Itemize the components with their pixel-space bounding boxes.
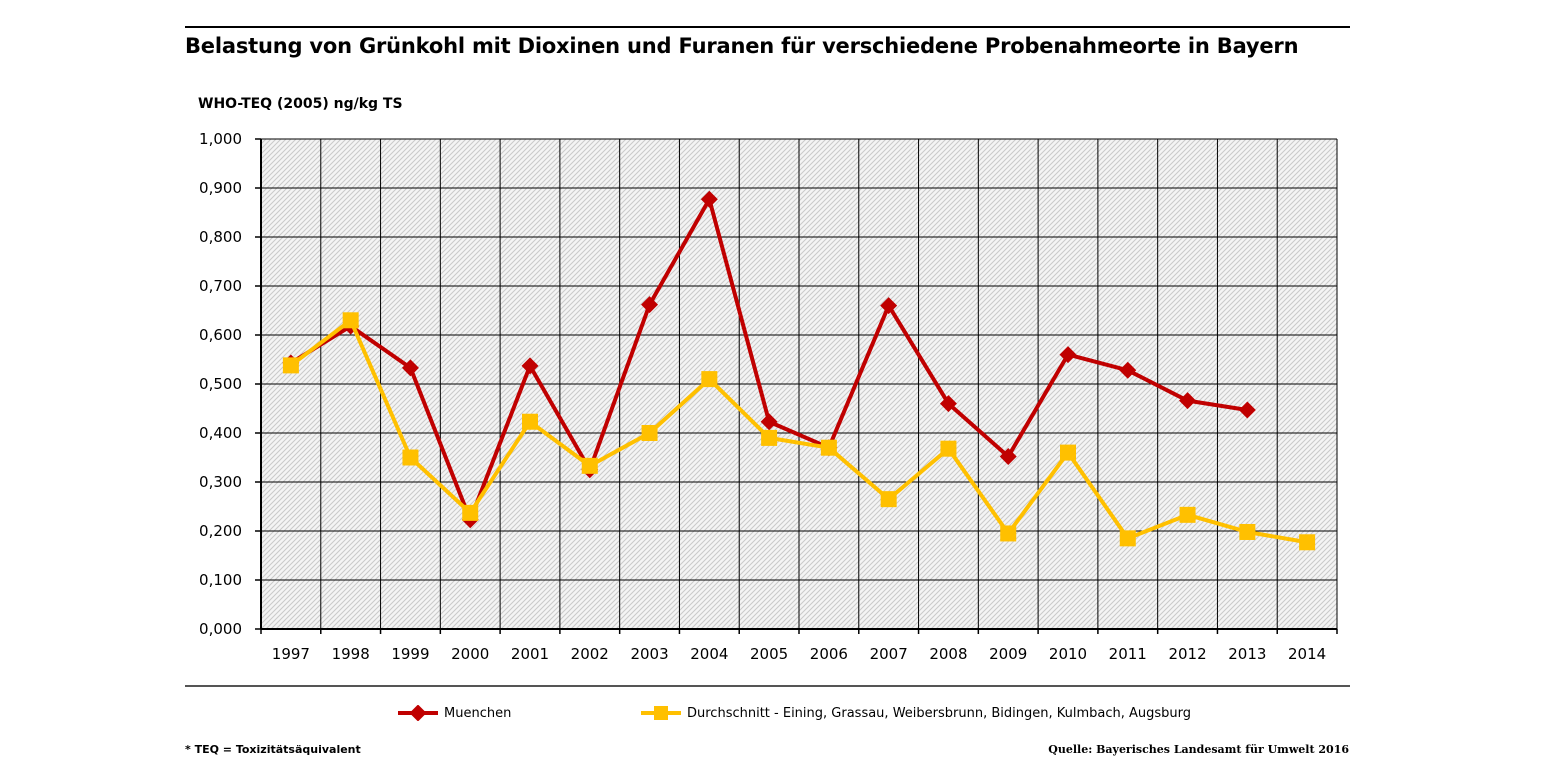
x-tick-label: 2009 bbox=[989, 645, 1027, 663]
y-tick-label: 1,000 bbox=[199, 130, 242, 148]
line-chart: 0,000 0,100 0,200 0,300 0,400 0,500 0,600 0,700… bbox=[199, 130, 1338, 663]
data-point-durchschnitt bbox=[820, 439, 837, 456]
data-point-durchschnitt bbox=[462, 504, 479, 521]
source-note: Quelle: Bayerisches Landesamt für Umwelt… bbox=[1048, 743, 1349, 756]
data-point-muenchen bbox=[999, 448, 1017, 466]
x-tick-label: 2007 bbox=[870, 645, 908, 663]
data-point-durchschnitt bbox=[761, 429, 778, 446]
data-point-durchschnitt bbox=[522, 413, 538, 430]
legend-swatch-muenchen bbox=[398, 705, 438, 721]
legend-label-durchschnitt: Durchschnitt - Eining, Grassau, Weibersb… bbox=[687, 705, 1192, 721]
x-tick-labels: 1997 1998 1999 2000 2001 2002 2003 2004 2005 2006… bbox=[272, 645, 1326, 663]
x-tick-label: 2000 bbox=[451, 645, 489, 663]
y-tick-label: 0,900 bbox=[199, 179, 242, 197]
x-tick-label: 2002 bbox=[571, 645, 609, 663]
data-point-durchschnitt bbox=[282, 357, 299, 374]
data-point-muenchen bbox=[700, 190, 718, 208]
data-point-durchschnitt bbox=[641, 425, 658, 441]
data-point-durchschnitt bbox=[1179, 506, 1196, 523]
y-tick-label: 0,500 bbox=[199, 375, 242, 393]
legend-swatch-durchschnitt bbox=[641, 706, 681, 720]
data-point-durchschnitt bbox=[880, 491, 897, 508]
x-tick-label: 2014 bbox=[1288, 645, 1326, 663]
x-tick-label: 2003 bbox=[630, 645, 668, 663]
data-point-durchschnitt bbox=[1060, 444, 1076, 461]
grid-lines bbox=[255, 138, 1338, 634]
data-point-muenchen bbox=[939, 395, 957, 413]
series-line-1 bbox=[289, 318, 1308, 545]
x-tick-label: 1997 bbox=[272, 645, 310, 663]
data-point-muenchen bbox=[641, 296, 659, 314]
legend-item-muenchen: Muenchen bbox=[398, 703, 511, 723]
data-point-muenchen bbox=[521, 357, 539, 375]
data-point-durchschnitt bbox=[701, 371, 718, 388]
data-point-muenchen bbox=[401, 359, 419, 377]
footnote: * TEQ = Toxizitätsäquivalent bbox=[185, 743, 361, 756]
x-tick-label: 2006 bbox=[810, 645, 848, 663]
data-point-durchschnitt bbox=[1299, 534, 1316, 551]
y-tick-labels: 0,000 0,100 0,200 0,300 0,400 0,500 0,600 0,700… bbox=[199, 130, 242, 638]
y-tick-label: 0,600 bbox=[199, 326, 242, 344]
data-point-durchschnitt bbox=[1119, 530, 1136, 547]
y-tick-label: 0,200 bbox=[199, 522, 242, 540]
y-tick-label: 0,000 bbox=[199, 620, 242, 638]
data-point-durchschnitt bbox=[1000, 525, 1017, 542]
series-group bbox=[282, 190, 1316, 551]
x-tick-label: 1998 bbox=[332, 645, 370, 663]
legend-label-muenchen: Muenchen bbox=[444, 705, 512, 721]
top-rule bbox=[185, 26, 1350, 28]
x-tick-label: 2011 bbox=[1109, 645, 1147, 663]
x-tick-label: 2012 bbox=[1168, 645, 1206, 663]
y-tick-label: 0,400 bbox=[199, 424, 242, 442]
legend-item-durchschnitt: Durchschnitt - Eining, Grassau, Weibersb… bbox=[641, 703, 1191, 723]
x-tick-label: 2010 bbox=[1049, 645, 1087, 663]
chart-title: Belastung von Grünkohl mit Dioxinen und … bbox=[185, 34, 1299, 58]
y-tick-label: 0,800 bbox=[199, 228, 242, 246]
x-tick-label: 2008 bbox=[929, 645, 967, 663]
y-tick-label: 0,700 bbox=[199, 277, 242, 295]
data-point-durchschnitt bbox=[581, 457, 598, 474]
y-axis-label: WHO-TEQ (2005) ng/kg TS bbox=[198, 96, 403, 112]
data-point-muenchen bbox=[760, 413, 778, 431]
data-point-durchschnitt bbox=[940, 440, 957, 457]
data-point-muenchen bbox=[880, 297, 898, 315]
y-tick-label: 0,100 bbox=[199, 571, 242, 589]
x-tick-label: 2004 bbox=[690, 645, 728, 663]
x-tick-label: 2013 bbox=[1228, 645, 1266, 663]
x-tick-label: 2001 bbox=[511, 645, 549, 663]
x-tick-label: 1999 bbox=[391, 645, 429, 663]
data-point-durchschnitt bbox=[342, 312, 359, 329]
data-point-durchschnitt bbox=[402, 449, 419, 466]
legend-divider bbox=[185, 685, 1350, 687]
x-tick-label: 2005 bbox=[750, 645, 788, 663]
data-point-durchschnitt bbox=[1239, 523, 1256, 540]
y-tick-label: 0,300 bbox=[199, 473, 242, 491]
